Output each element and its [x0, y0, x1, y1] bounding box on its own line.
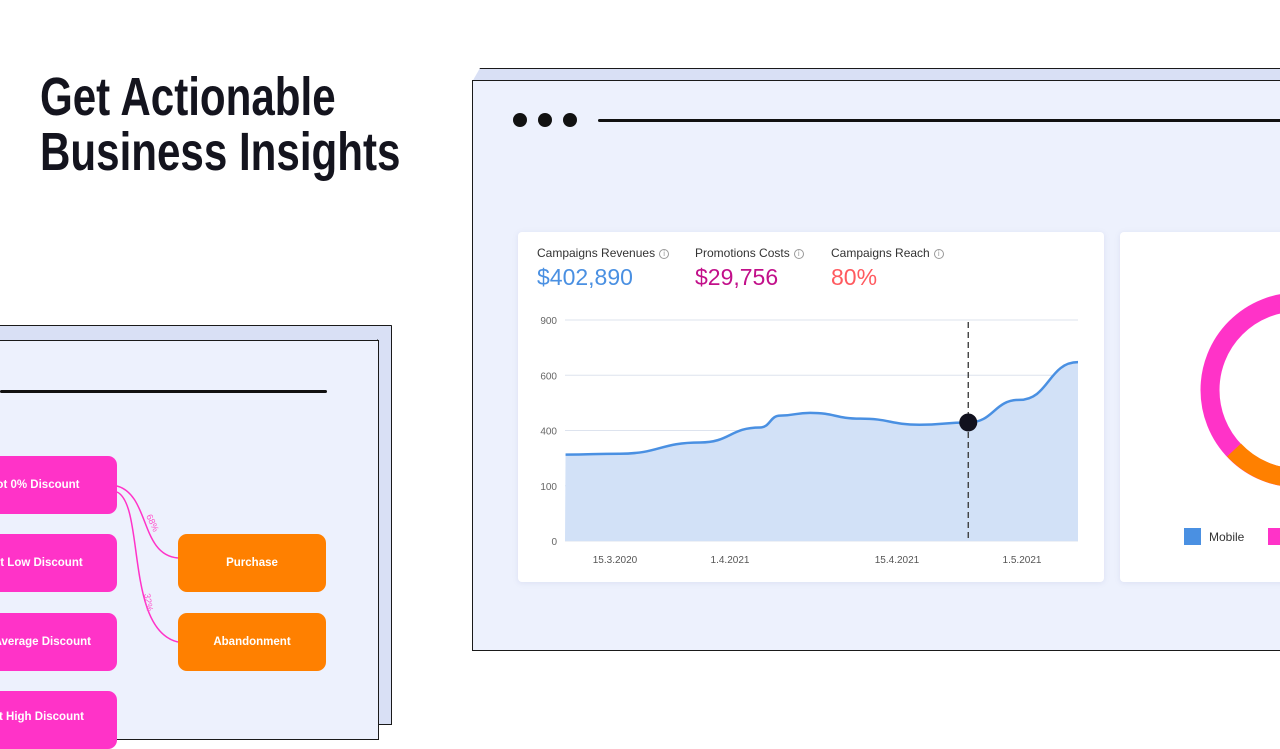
flow-window-titlebar-line — [0, 390, 327, 393]
y-tick-label: 600 — [540, 371, 557, 382]
legend-label-mobile: Mobile — [1209, 529, 1245, 544]
kpi-label: Promotions Costs — [695, 246, 790, 260]
kpi-label: Campaigns Reach — [831, 246, 930, 260]
donut-segment-pink — [1200, 294, 1280, 486]
info-icon[interactable]: i — [659, 248, 670, 259]
kpi-costs: Promotions Costs i $29,756 — [695, 246, 804, 291]
node-label: Got 0% Discount — [0, 479, 80, 491]
source-node-0[interactable]: Got 0% Discount — [0, 456, 117, 514]
x-tick-label: 1.4.2021 — [711, 555, 750, 566]
donut-segment-orange — [1227, 443, 1280, 486]
kpi-reach: Campaigns Reach i 80% — [831, 246, 944, 291]
flow-links: 68% 32% — [116, 485, 179, 643]
target-node-purchase[interactable]: Purchase — [178, 534, 326, 592]
x-tick-label: 15.4.2021 — [875, 555, 920, 566]
headline-line-2: Business Insights — [40, 122, 401, 182]
link-label-68: 68% — [144, 513, 161, 534]
donut-legend: Mobile — [1184, 528, 1280, 545]
revenue-chart-card: Campaigns Revenues i $402,890 Promotions C… — [518, 232, 1104, 582]
highlight-point — [959, 413, 978, 432]
info-icon[interactable]: i — [933, 248, 944, 259]
source-node-2[interactable]: Got Average Discount — [0, 613, 117, 671]
window-dot-icon[interactable] — [538, 113, 552, 127]
revenue-area-chart[interactable]: 900 600 400 100 0 15.3.2020 1.4.2021 15.4.2021 1… — [518, 232, 1104, 582]
dashboard-titlebar-line — [598, 119, 1280, 122]
target-node-abandonment[interactable]: Abandonment — [178, 613, 326, 671]
area-fill — [565, 362, 1078, 541]
kpi-label: Campaigns Revenues — [537, 246, 656, 260]
link-label-32: 32% — [142, 593, 155, 612]
source-node-1[interactable]: Got Low Discount — [0, 534, 117, 592]
x-tick-label: 1.5.2021 — [1003, 555, 1042, 566]
kpi-value: $402,890 — [537, 264, 633, 290]
donut-chart — [1200, 294, 1280, 486]
legend-swatch-pink — [1268, 528, 1280, 545]
window-dot-icon[interactable] — [563, 113, 577, 127]
node-label: Got Average Discount — [0, 636, 91, 648]
y-tick-label: 100 — [540, 482, 557, 493]
kpi-value: 80% — [831, 264, 878, 290]
device-donut-card: Mobile — [1120, 232, 1280, 582]
link-purchase — [116, 485, 179, 559]
legend-swatch-mobile — [1184, 528, 1201, 545]
link-abandonment — [116, 491, 179, 643]
node-label: Got Low Discount — [0, 557, 83, 569]
node-label: Purchase — [226, 557, 278, 569]
node-label: Abandonment — [213, 636, 291, 648]
y-tick-label: 0 — [551, 537, 557, 548]
series-line — [565, 360, 1079, 456]
x-tick-label: 15.3.2020 — [593, 555, 638, 566]
info-icon[interactable]: i — [793, 248, 804, 259]
headline-line-1: Get Actionable — [40, 67, 336, 127]
kpi-value: $29,756 — [695, 264, 779, 290]
y-tick-label: 900 — [540, 316, 557, 327]
page-headline: Get Actionable Business Insights — [40, 70, 400, 180]
window-dot-icon[interactable] — [513, 113, 527, 127]
y-tick-label: 400 — [540, 427, 557, 438]
kpi-revenues: Campaigns Revenues i $402,890 — [537, 246, 670, 291]
